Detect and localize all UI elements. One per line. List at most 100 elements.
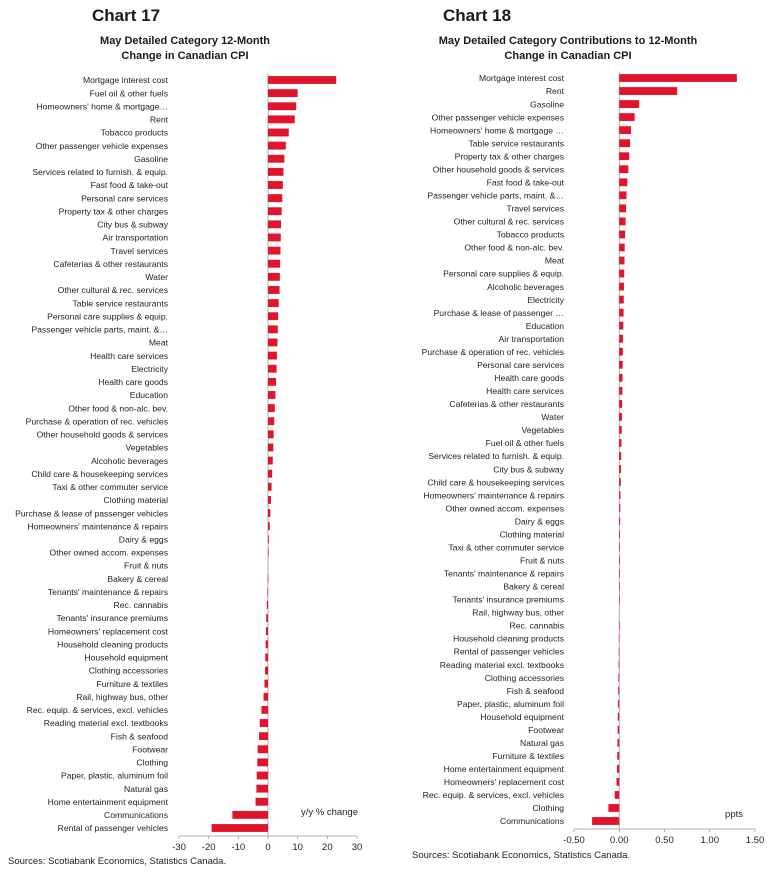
x-tick-label: 0.00 [610,835,629,846]
category-label: Clothing [532,803,564,813]
bar [268,154,285,163]
category-label: Personal care services [81,193,168,203]
bar [619,230,626,239]
bar [619,308,624,317]
category-label: Natural gas [520,738,564,748]
category-label: Homeowners' maintenance & repairs [423,490,564,500]
category-label: Other household goods & services [37,430,168,440]
category-label: Paper, plastic, aluminum foil [61,771,168,781]
category-label: Clothing [136,758,168,768]
category-label: Fast food & take-out [91,180,169,190]
bar [618,660,620,669]
category-label: City bus & subway [493,464,564,474]
bar [268,76,337,84]
bar [618,686,620,695]
category-label: Travel services [507,204,564,214]
category-label: Rec. cannabis [114,600,168,610]
category-label: Home entertainment equipment [48,797,169,807]
category-label: Personal care supplies & equip. [443,269,564,279]
bar [265,627,268,636]
bar [617,712,620,721]
bar-chart-17: y/y % change Mortgage interest cost Fuel … [15,73,362,853]
category-label: Fruit & nuts [520,555,564,565]
bar [619,243,625,252]
bar [619,295,624,304]
category-label: Household equipment [480,712,564,722]
bar [618,647,620,656]
category-label: Other household goods & services [433,164,564,174]
category-label: Other cultural & rec. services [454,217,564,227]
bar [259,732,268,741]
bar [265,640,268,649]
category-label: Fuel oil & other fuels [486,438,564,448]
chart-title: May Detailed Category Contributions to 1… [438,35,698,62]
bar [619,282,624,291]
bar [619,439,622,447]
category-label: Air transportation [103,233,169,243]
bar [619,569,620,578]
bar [268,404,275,413]
bar [268,167,284,176]
bar [619,126,632,135]
bar [619,139,631,148]
category-label: Air transportation [499,334,565,344]
category-label: Taxi & other commuter service [52,482,168,492]
category-label: Child care & housekeeping services [31,469,168,479]
bar [268,430,274,439]
bar [592,817,620,825]
bar [619,321,624,330]
bar [619,386,623,395]
category-label: Other owned accom. expenses [446,503,564,513]
category-label: Bakery & cereal [107,574,168,584]
category-label: Health care services [486,386,564,396]
unit-label: ppts [725,809,743,820]
category-label: Water [145,272,168,282]
category-label: Property tax & other charges [59,206,168,216]
category-label: Tenants' maintenance & repairs [48,587,168,597]
x-tick-label: 1.00 [701,835,720,846]
category-label: Clothing material [500,529,565,539]
x-tick-label: 20 [322,842,333,853]
bar [619,113,635,122]
category-label: Rail, highway bus, other [472,608,564,618]
x-tick-label: -20 [202,842,216,853]
bar [268,246,281,255]
bar [259,719,268,727]
bar [268,286,280,294]
category-label: Dairy & eggs [119,534,168,544]
bar [619,478,621,486]
chart-18-panel: Chart 18 May Detailed Category Contribut… [398,0,774,878]
category-label: Tobacco products [497,230,564,240]
bar [268,469,273,478]
x-tick-label: 0 [265,842,270,853]
bar [616,764,620,773]
bar [232,810,268,819]
category-label: Services related to furnish. & equip. [32,167,168,177]
bar [268,456,273,465]
chart-number: Chart 17 [92,6,161,25]
category-label: Other passenger vehicle expenses [432,112,564,122]
category-label: Natural gas [124,784,168,794]
bar [264,679,268,688]
category-label: Clothing material [104,495,169,505]
category-label: Tobacco products [101,128,168,138]
bar [268,351,277,360]
chart-17-panel: Chart 17 May Detailed Category 12-Month … [0,0,380,878]
category-label: Rental of passenger vehicles [58,823,168,833]
bar [267,587,269,596]
bar [619,413,622,421]
category-label: Household cleaning products [453,634,564,644]
category-label: Table service restaurants [468,138,564,148]
category-label: Dairy & eggs [515,516,564,526]
category-label: Household equipment [84,653,168,663]
bar [619,256,625,265]
bar [619,504,621,513]
category-label: Mortgage interest cost [83,75,169,85]
bar [268,338,278,347]
category-label: Fruit & nuts [124,561,168,571]
unit-label: y/y % change [301,807,358,818]
category-label: Homeowners' replacement cost [48,626,169,636]
category-label: Education [526,321,564,331]
category-label: Other owned accom. expenses [50,548,168,558]
chart-title: May Detailed Category 12-Month Change in… [100,35,270,62]
